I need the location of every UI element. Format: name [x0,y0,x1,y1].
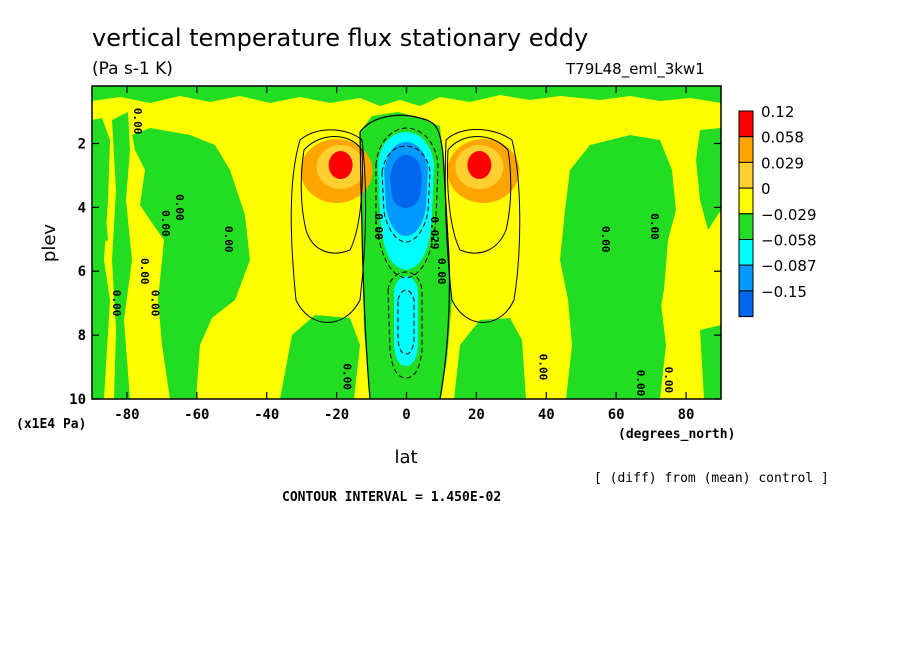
y-scale-label: (x1E4 Pa) [16,417,86,432]
diff-note: [ (diff) from (mean) control ] [594,471,829,486]
contour-label: 0.00 [662,367,675,394]
x-tick-label: -20 [324,407,349,423]
y-axis: 2 4 6 8 10 [69,136,721,408]
plot-area: 0.000.000.000.000.000.000.000.000.00 0.02… [92,86,721,399]
chart-title: vertical temperature flux stationary edd… [92,24,588,52]
green-region [96,198,108,245]
negative-contour [387,271,423,379]
x-tick-label: -40 [254,407,279,423]
x-tick-label: -60 [184,407,209,423]
green-region [640,295,666,399]
x-axis-label: lat [394,447,417,468]
legend-swatch [738,290,754,318]
green-region [700,325,721,399]
x-tick-label: 40 [538,407,555,423]
contour-label: 0.00 [222,226,235,253]
contour-labels: 0.000.000.000.000.000.000.000.000.00 0.02… [110,108,675,396]
x-tick-label: 20 [468,407,485,423]
legend-swatch [738,136,754,163]
strong-negative-regions [378,132,434,366]
contour-label: 0.00 [159,210,172,237]
contour-label: 0.00 [148,290,161,317]
green-region [132,128,250,399]
contour-interval: CONTOUR INTERVAL = 1.450E-02 [282,490,501,505]
y-tick-label: 6 [78,264,86,280]
x-axis: -80 -60 -40 -20 0 20 40 60 80 [114,86,694,423]
chart-units: (Pa s-1 K) [92,59,173,79]
positive-contour [300,136,363,254]
legend-label: 0.029 [761,154,804,172]
legend-swatch [738,264,754,292]
green-region [92,118,110,399]
contour-label: 0.00 [173,194,186,221]
contour-label: 0.00 [341,363,354,390]
green-region [92,86,721,106]
positive-contour [290,129,367,323]
contour-label: 0.00 [648,213,661,240]
legend-label: 0 [761,180,771,198]
x-tick-label: 60 [608,407,625,423]
positive-regions [300,139,520,204]
positive-contour [444,129,521,323]
contour-label: 0.00 [435,258,448,285]
y-axis-label: plev [39,224,60,263]
zero-contour [359,114,451,399]
legend-label: 0.12 [761,103,794,121]
negative-contour [375,127,439,279]
south-red-core [328,151,353,180]
contour-lines [290,114,521,399]
cyan-lower-region [394,276,418,366]
contour-label: 0.029 [428,216,441,249]
legend-label: −0.15 [761,283,807,301]
north-red-core [467,151,492,180]
contour-label: 0.00 [536,354,549,381]
contour-label: 0.00 [634,370,647,397]
legend-label: −0.058 [761,232,817,250]
legend-swatch [738,239,754,266]
green-region [454,318,526,399]
legend-swatch [738,187,754,215]
contour-label: 0.00 [599,226,612,253]
y-tick-label: 2 [78,136,86,152]
negative-contour [381,145,431,243]
y-tick-label: 4 [78,200,86,216]
contour-label: 0.00 [372,213,385,240]
x-units-label: (degrees_north) [618,427,735,442]
x-tick-label: -80 [114,407,139,423]
color-legend: 0.12 0.058 0.029 0 −0.029 −0.058 −0.087 −0.15 [738,103,817,318]
green-region [280,315,360,399]
contour-label: 0.00 [110,290,123,317]
legend-label: −0.087 [761,257,817,275]
legend-swatch [738,161,754,189]
green-region [112,112,132,399]
contour-label: 0.00 [138,258,151,285]
negative-contour [397,289,415,355]
blue-core-region [390,155,422,208]
y-tick-label: 10 [69,392,86,408]
legend-label: 0.058 [761,129,804,147]
zero-contour [359,131,371,399]
legend-swatch [738,213,754,241]
y-tick-label: 8 [78,328,86,344]
x-tick-label: 0 [402,407,410,423]
run-id: T79L48_eml_3kw1 [565,60,705,79]
x-tick-label: 80 [678,407,695,423]
positive-contour [447,136,512,254]
legend-label: −0.029 [761,206,817,224]
legend-swatch [738,110,754,138]
contour-label: 0.00 [131,108,144,135]
green-region [696,128,721,230]
